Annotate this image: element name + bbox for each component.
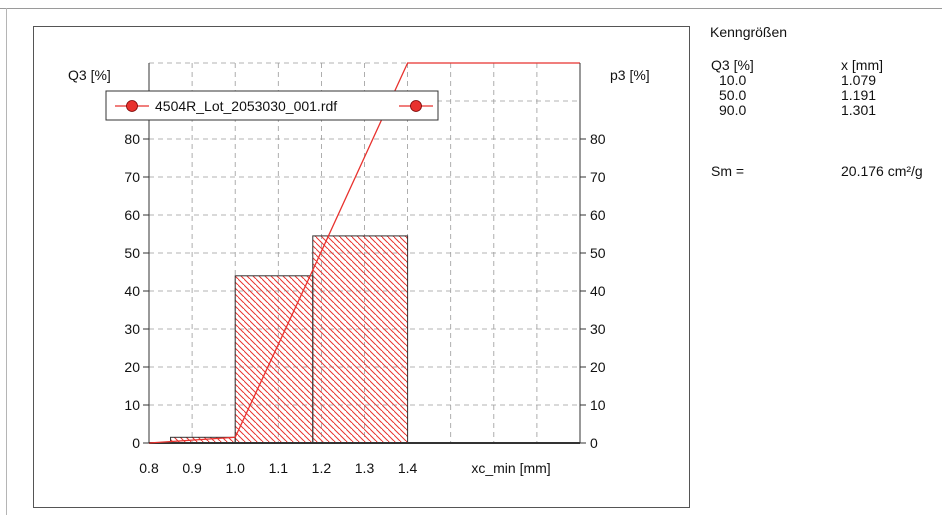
y-axis-label-right: p3 [%] — [610, 67, 650, 83]
stats-q3-value: 50.0 — [719, 87, 747, 103]
stats-x-value: 1.191 — [841, 87, 877, 103]
y-axis-label-left: Q3 [%] — [68, 67, 111, 83]
chart-panel: 0 0 10 10 20 20 30 30 40 40 50 50 60 60 70 70 80 80 0.8 0.9… — [33, 26, 690, 508]
legend-label: 4504R_Lot_2053030_001.rdf — [155, 98, 337, 114]
x-tick-label: 0.9 — [182, 460, 202, 476]
legend-box — [105, 90, 439, 121]
stats-x-value: 1.079 — [841, 72, 877, 88]
y-tick-label-right: 60 — [590, 207, 606, 223]
x-tick-label: 1.3 — [355, 460, 375, 476]
y-tick-label-right: 20 — [590, 359, 606, 375]
x-tick-label: 0.8 — [139, 460, 159, 476]
y-tick-label-left: 20 — [124, 359, 140, 375]
y-tick-label-left: 0 — [132, 435, 140, 451]
histogram-bar — [234, 275, 314, 444]
y-tick-label-left: 40 — [124, 283, 140, 299]
y-tick-label-right: 40 — [590, 283, 606, 299]
x-tick-label: 1.1 — [269, 460, 289, 476]
top-divider — [0, 8, 942, 9]
x-tick-label: 1.2 — [312, 460, 332, 476]
q3-column-header: Q3 [%] — [711, 57, 754, 73]
y-tick-label-right: 10 — [590, 397, 606, 413]
cumulative-curve — [148, 62, 580, 444]
particle-size-chart: 0 0 10 10 20 20 30 30 40 40 50 50 60 60 70 70 80 80 0.8 0.9… — [68, 62, 650, 476]
y-tick-label-left: 60 — [124, 207, 140, 223]
stats-title: Kenngrößen — [710, 24, 788, 40]
y-tick-label-right: 30 — [590, 321, 606, 337]
histogram-bar — [312, 235, 409, 444]
specific-surface-label: Sm = — [711, 163, 745, 179]
y-tick-label-left: 10 — [124, 397, 140, 413]
x-tick-label: 1.0 — [225, 460, 245, 476]
specific-surface-value: 20.176 cm²/g — [841, 163, 923, 179]
y-tick-label-left: 30 — [124, 321, 140, 337]
characteristics-panel: Kenngrößen Q3 [%] x [mm] 10.0 1.079 50.0… — [710, 22, 942, 222]
stats-q3-value: 10.0 — [719, 72, 747, 88]
x-column-header: x [mm] — [841, 57, 883, 73]
legend-marker-left — [126, 100, 138, 112]
stats-q3-value: 90.0 — [719, 102, 747, 118]
x-axis-label: xc_min [mm] — [471, 460, 550, 476]
y-tick-label-left: 50 — [124, 245, 140, 261]
x-tick-label: 1.4 — [398, 460, 418, 476]
y-tick-label-right: 70 — [590, 169, 606, 185]
y-tick-label-right: 50 — [590, 245, 606, 261]
y-tick-label-right: 80 — [590, 131, 606, 147]
legend-marker-right — [410, 100, 422, 112]
stats-x-value: 1.301 — [841, 102, 877, 118]
y-tick-label-right: 0 — [590, 435, 598, 451]
y-tick-label-left: 80 — [124, 131, 140, 147]
left-divider — [6, 8, 7, 515]
y-tick-label-left: 70 — [124, 169, 140, 185]
